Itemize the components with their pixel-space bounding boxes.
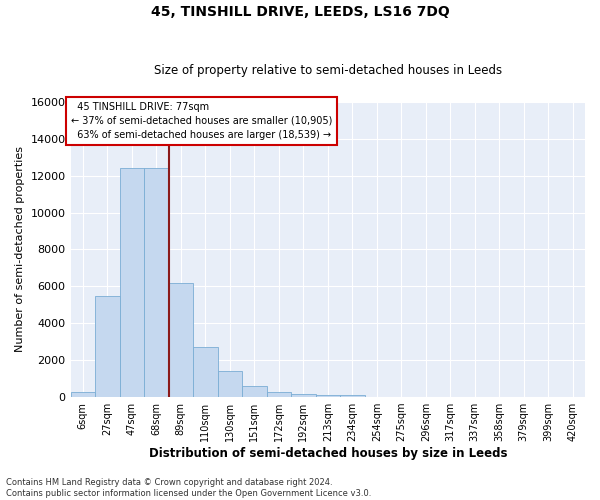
Bar — [71, 392, 95, 397]
Bar — [266, 392, 291, 397]
Bar — [95, 296, 119, 397]
Text: Contains HM Land Registry data © Crown copyright and database right 2024.
Contai: Contains HM Land Registry data © Crown c… — [6, 478, 371, 498]
Bar — [169, 282, 193, 397]
Bar — [242, 386, 266, 397]
Y-axis label: Number of semi-detached properties: Number of semi-detached properties — [15, 146, 25, 352]
Text: 45, TINSHILL DRIVE, LEEDS, LS16 7DQ: 45, TINSHILL DRIVE, LEEDS, LS16 7DQ — [151, 5, 449, 19]
Bar — [316, 395, 340, 397]
Bar — [144, 168, 169, 397]
X-axis label: Distribution of semi-detached houses by size in Leeds: Distribution of semi-detached houses by … — [149, 447, 507, 460]
Bar — [193, 348, 218, 397]
Bar — [218, 371, 242, 397]
Bar — [291, 394, 316, 397]
Bar — [119, 168, 144, 397]
Text: 45 TINSHILL DRIVE: 77sqm
← 37% of semi-detached houses are smaller (10,905)
  63: 45 TINSHILL DRIVE: 77sqm ← 37% of semi-d… — [71, 102, 332, 140]
Title: Size of property relative to semi-detached houses in Leeds: Size of property relative to semi-detach… — [154, 64, 502, 77]
Bar — [340, 395, 365, 397]
